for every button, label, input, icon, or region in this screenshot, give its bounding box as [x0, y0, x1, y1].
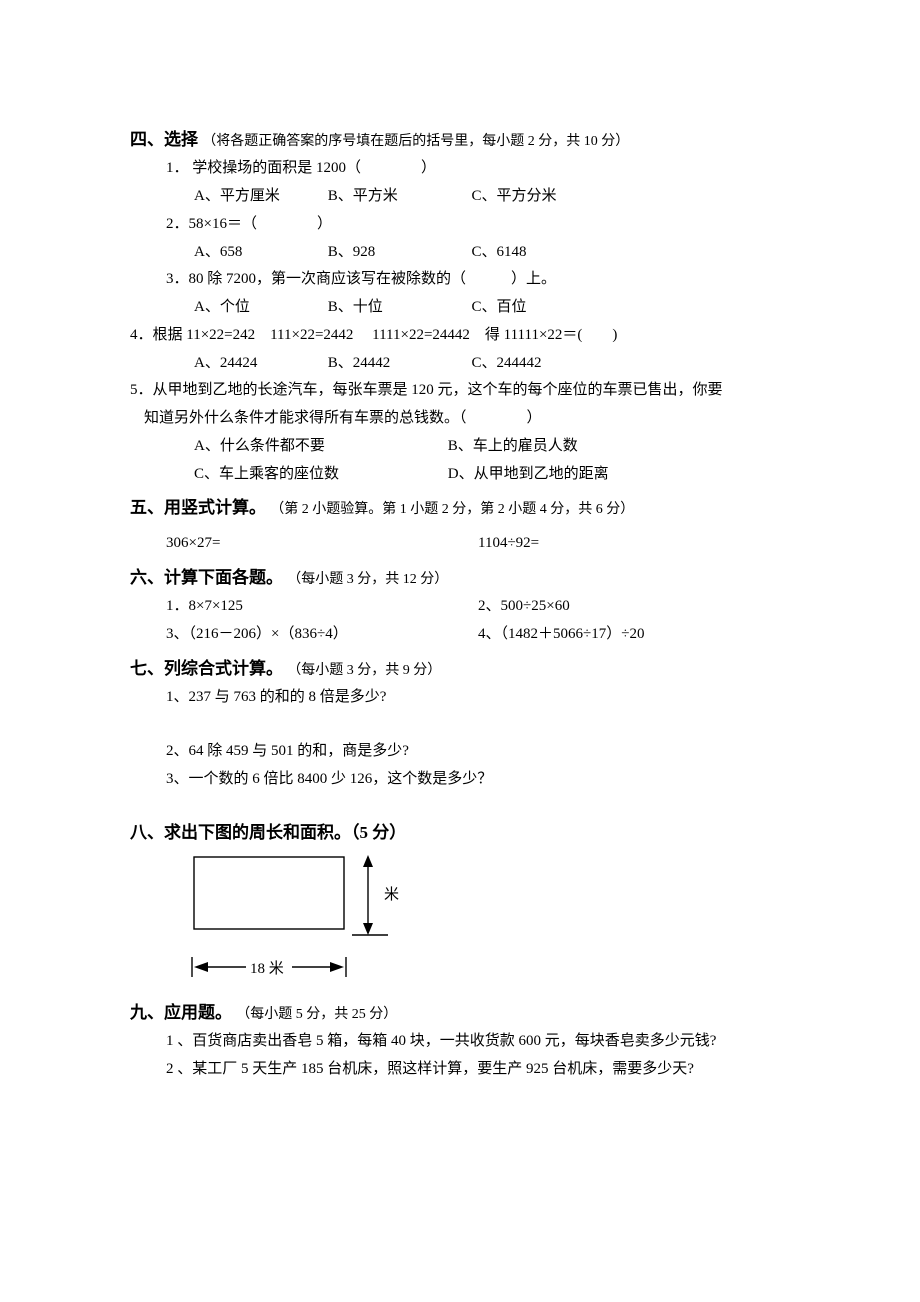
section-4-note: （将各题正确答案的序号填在题后的括号里，每小题 2 分，共 10 分）	[202, 134, 629, 149]
s6-p3: 3、（216－206）×（836÷4）	[166, 621, 478, 649]
q4-2-b: B、928	[328, 239, 468, 267]
q4-5-b: B、车上的雇员人数	[448, 438, 578, 454]
q4-2-options: A、658 B、928 C、6148	[130, 239, 790, 267]
section-9-header: 九、应用题。 （每小题 5 分，共 25 分）	[130, 997, 790, 1028]
section-8-title: 八、求出下图的周长和面积。（5 分）	[130, 823, 406, 842]
q4-4-options: A、24424 B、24442 C、244442	[130, 350, 790, 378]
section-4-header: 四、选择 （将各题正确答案的序号填在题后的括号里，每小题 2 分，共 10 分）	[130, 124, 790, 155]
section-5-title: 五、用竖式计算。	[130, 498, 266, 517]
q4-4-b: B、24442	[328, 350, 468, 378]
section-6-row1: 1．8×7×125 2、500÷25×60	[130, 593, 790, 621]
s6-p1: 1．8×7×125	[166, 593, 478, 621]
s7-p1: 1、237 与 763 的和的 8 倍是多少?	[130, 684, 790, 712]
section-6-header: 六、计算下面各题。 （每小题 3 分，共 12 分）	[130, 562, 790, 593]
section-7-header: 七、列综合式计算。 （每小题 3 分，共 9 分）	[130, 653, 790, 684]
q4-4-a: A、24424	[194, 350, 324, 378]
q4-4-stem: 4．根据 11×22=242 111×22=2442 1111×22=24442…	[130, 322, 790, 350]
q4-5-d: D、从甲地到乙地的距离	[448, 466, 609, 482]
q4-3-stem: 3．80 除 7200，第一次商应该写在被除数的（ ）上。	[130, 266, 790, 294]
q4-2-a: A、658	[194, 239, 324, 267]
s5-p1: 306×27=	[166, 530, 478, 558]
q4-5-options-row1: A、什么条件都不要 B、车上的雇员人数	[130, 433, 790, 461]
spacer	[130, 712, 790, 738]
height-label: 米	[384, 886, 399, 903]
rectangle-figure: 米 18 米	[130, 851, 790, 991]
section-8-header: 八、求出下图的周长和面积。（5 分）	[130, 817, 790, 848]
q4-3-b: B、十位	[328, 294, 468, 322]
section-7-note: （每小题 3 分，共 9 分）	[287, 663, 441, 678]
width-label: 18 米	[250, 960, 284, 977]
s6-p4: 4、（1482＋5066÷17）÷20	[478, 621, 790, 649]
q4-5-stem2: 知道另外什么条件才能求得所有车票的总钱数。（ ）	[130, 405, 790, 433]
q4-1-options: A、平方厘米 B、平方米 C、平方分米	[130, 183, 790, 211]
s9-p1: 1 、百货商店卖出香皂 5 箱，每箱 40 块，一共收货款 600 元，每块香皂…	[130, 1028, 790, 1056]
s6-p2: 2、500÷25×60	[478, 593, 790, 621]
section-7-title: 七、列综合式计算。	[130, 659, 283, 678]
section-6-note: （每小题 3 分，共 12 分）	[287, 572, 448, 587]
s7-p3: 3、一个数的 6 倍比 8400 少 126，这个数是多少？	[130, 766, 790, 794]
q4-3-c: C、百位	[472, 299, 527, 315]
q4-1-a: A、平方厘米	[194, 183, 324, 211]
section-5-problems: 306×27= 1104÷92=	[130, 530, 790, 558]
q4-1-b: B、平方米	[328, 183, 468, 211]
section-9-note: （每小题 5 分，共 25 分）	[236, 1007, 397, 1022]
spacer	[130, 793, 790, 813]
section-5-note: （第 2 小题验算。第 1 小题 2 分，第 2 小题 4 分，共 6 分）	[270, 502, 634, 517]
q4-5-a: A、什么条件都不要	[194, 433, 444, 461]
q4-2-stem: 2．58×16＝（ ）	[130, 211, 790, 239]
s5-p2: 1104÷92=	[478, 530, 790, 558]
section-9-title: 九、应用题。	[130, 1003, 232, 1022]
section-6-row2: 3、（216－206）×（836÷4） 4、（1482＋5066÷17）÷20	[130, 621, 790, 649]
q4-3-a: A、个位	[194, 294, 324, 322]
s9-p2: 2 、某工厂 5 天生产 185 台机床，照这样计算，要生产 925 台机床，需…	[130, 1056, 790, 1084]
section-4-title: 四、选择	[130, 130, 198, 149]
q4-4-c: C、244442	[472, 355, 542, 371]
q4-3-options: A、个位 B、十位 C、百位	[130, 294, 790, 322]
q4-5-c: C、车上乘客的座位数	[194, 461, 444, 489]
perimeter-area-diagram: 米 18 米	[188, 851, 428, 991]
section-5-header: 五、用竖式计算。 （第 2 小题验算。第 1 小题 2 分，第 2 小题 4 分…	[130, 492, 790, 523]
q4-5-stem1: 5．从甲地到乙地的长途汽车，每张车票是 120 元，这个车的每个座位的车票已售出…	[130, 377, 790, 405]
q4-1-stem: 1． 学校操场的面积是 1200（ ）	[130, 155, 790, 183]
section-6-title: 六、计算下面各题。	[130, 568, 283, 587]
s7-p2: 2、64 除 459 与 501 的和，商是多少?	[130, 738, 790, 766]
q4-5-options-row2: C、车上乘客的座位数 D、从甲地到乙地的距离	[130, 461, 790, 489]
q4-1-c: C、平方分米	[472, 188, 557, 204]
q4-2-c: C、6148	[472, 244, 527, 260]
